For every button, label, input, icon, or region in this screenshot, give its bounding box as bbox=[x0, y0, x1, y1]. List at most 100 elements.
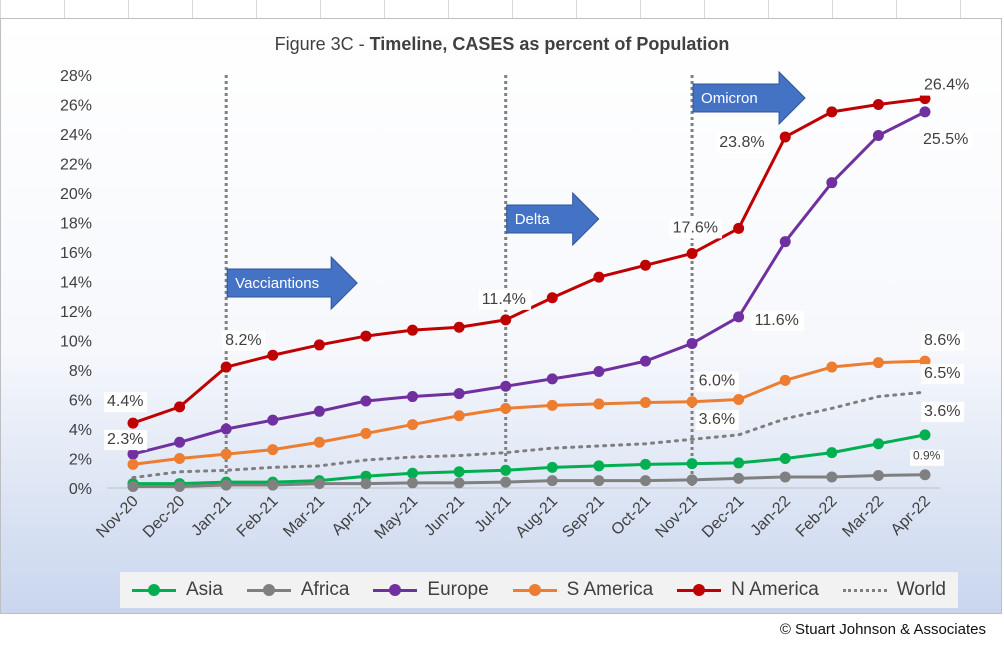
chart-legend[interactable]: Asia Africa Europe S America N America World bbox=[120, 572, 958, 608]
x-tick-label: Nov-20 bbox=[93, 493, 142, 542]
x-tick-label: Jun-21 bbox=[421, 493, 468, 540]
legend-label: World bbox=[896, 579, 946, 600]
series-marker bbox=[546, 399, 558, 411]
series-marker bbox=[919, 106, 931, 118]
data-label-bg bbox=[695, 371, 739, 392]
y-tick-label: 4% bbox=[69, 422, 92, 439]
y-tick-label: 16% bbox=[60, 245, 92, 262]
series-marker bbox=[593, 271, 605, 283]
series-marker bbox=[639, 259, 651, 271]
legend-label: Europe bbox=[427, 579, 489, 600]
series-marker bbox=[872, 357, 884, 369]
chart-area[interactable] bbox=[0, 18, 1002, 614]
y-tick-label: 12% bbox=[60, 304, 92, 321]
series-marker bbox=[453, 466, 465, 478]
data-label: 11.6% bbox=[755, 312, 799, 329]
series-line bbox=[132, 110, 926, 456]
series-marker bbox=[593, 475, 605, 487]
x-tick-label: Sep-21 bbox=[559, 493, 608, 542]
legend-swatch bbox=[246, 584, 291, 596]
x-tick-label: Apr-21 bbox=[329, 493, 375, 539]
series-marker bbox=[919, 355, 931, 367]
data-label: 3.6% bbox=[699, 411, 735, 428]
legend-item[interactable]: Asia bbox=[131, 579, 223, 601]
series-marker bbox=[500, 476, 512, 488]
series-marker bbox=[779, 131, 791, 143]
data-label-bg bbox=[478, 289, 532, 310]
series-marker bbox=[826, 471, 838, 483]
series-marker bbox=[593, 460, 605, 472]
series-marker bbox=[779, 471, 791, 483]
data-label: 3.6% bbox=[924, 403, 960, 420]
data-label: 4.4% bbox=[107, 393, 143, 410]
series-marker bbox=[686, 474, 698, 486]
series-marker bbox=[313, 436, 325, 448]
legend-swatch-marker bbox=[693, 584, 706, 596]
data-label-bg bbox=[222, 331, 266, 352]
legend-item[interactable]: Africa bbox=[246, 579, 349, 601]
data-label-bg bbox=[751, 310, 805, 331]
series-marker bbox=[267, 479, 279, 491]
y-tick-label: 26% bbox=[60, 98, 92, 115]
series-marker bbox=[407, 467, 419, 479]
data-label: 6.5% bbox=[924, 365, 960, 382]
series-marker bbox=[826, 106, 838, 118]
series-marker bbox=[733, 394, 745, 405]
series-marker bbox=[220, 448, 232, 460]
legend-item[interactable]: Europe bbox=[373, 579, 489, 601]
series-marker bbox=[639, 355, 651, 367]
series-marker bbox=[593, 398, 605, 410]
series-marker bbox=[127, 448, 139, 460]
series-marker bbox=[453, 477, 465, 489]
data-label-bg bbox=[104, 392, 148, 413]
x-tick-label: Aug-21 bbox=[513, 493, 562, 542]
series-line bbox=[133, 473, 926, 489]
series-line bbox=[132, 359, 926, 466]
x-tick-label: Apr-22 bbox=[888, 493, 934, 539]
series-marker bbox=[779, 374, 791, 386]
y-tick-label: 28% bbox=[60, 68, 92, 85]
series-marker bbox=[500, 402, 512, 414]
data-label-bg bbox=[716, 132, 769, 153]
y-tick-label: 0% bbox=[69, 481, 92, 498]
copyright-credit: © Stuart Johnson & Associates bbox=[779, 621, 986, 638]
legend-item[interactable]: S America bbox=[512, 579, 654, 601]
series-marker bbox=[639, 458, 651, 470]
x-tick-label: Dec-21 bbox=[699, 493, 748, 542]
legend-swatch-line bbox=[842, 589, 887, 592]
series-marker bbox=[174, 481, 186, 493]
legend-item[interactable]: World bbox=[842, 579, 946, 601]
series-marker bbox=[779, 236, 791, 248]
y-tick-label: 6% bbox=[69, 393, 92, 410]
series-marker bbox=[127, 481, 139, 493]
event-arrow-label: Vacciantions bbox=[235, 275, 319, 292]
series-marker bbox=[267, 349, 279, 361]
legend-item[interactable]: N America bbox=[677, 579, 819, 601]
chart-title-main: Timeline, CASES as percent of Population bbox=[370, 34, 730, 54]
series-marker bbox=[500, 464, 512, 476]
series-marker bbox=[733, 222, 745, 234]
y-tick-label: 24% bbox=[60, 127, 92, 144]
y-tick-label: 18% bbox=[60, 216, 92, 233]
legend-swatch bbox=[373, 584, 418, 596]
legend-swatch bbox=[677, 584, 722, 596]
chart-title: Figure 3C - Timeline, CASES as percent o… bbox=[275, 34, 730, 54]
data-label-bg bbox=[695, 409, 739, 430]
series-marker bbox=[127, 458, 139, 470]
legend-label: S America bbox=[566, 579, 654, 600]
data-label: 8.2% bbox=[225, 332, 261, 349]
y-tick-label: 8% bbox=[69, 363, 92, 380]
series-marker bbox=[733, 457, 745, 469]
legend-swatch-marker bbox=[528, 584, 541, 596]
event-arrow-shape bbox=[692, 70, 806, 126]
x-tick-label: Feb-22 bbox=[793, 493, 841, 541]
series-marker bbox=[872, 129, 884, 141]
legend-label: Asia bbox=[185, 579, 223, 600]
chart-title-prefix: Figure 3C - bbox=[275, 34, 370, 54]
data-label-bg bbox=[910, 449, 944, 466]
data-label: 0.9% bbox=[913, 449, 941, 463]
series-marker bbox=[360, 330, 372, 342]
data-label: 25.5% bbox=[923, 131, 968, 148]
x-tick-label: Feb-21 bbox=[234, 493, 282, 541]
series-marker bbox=[546, 475, 558, 487]
